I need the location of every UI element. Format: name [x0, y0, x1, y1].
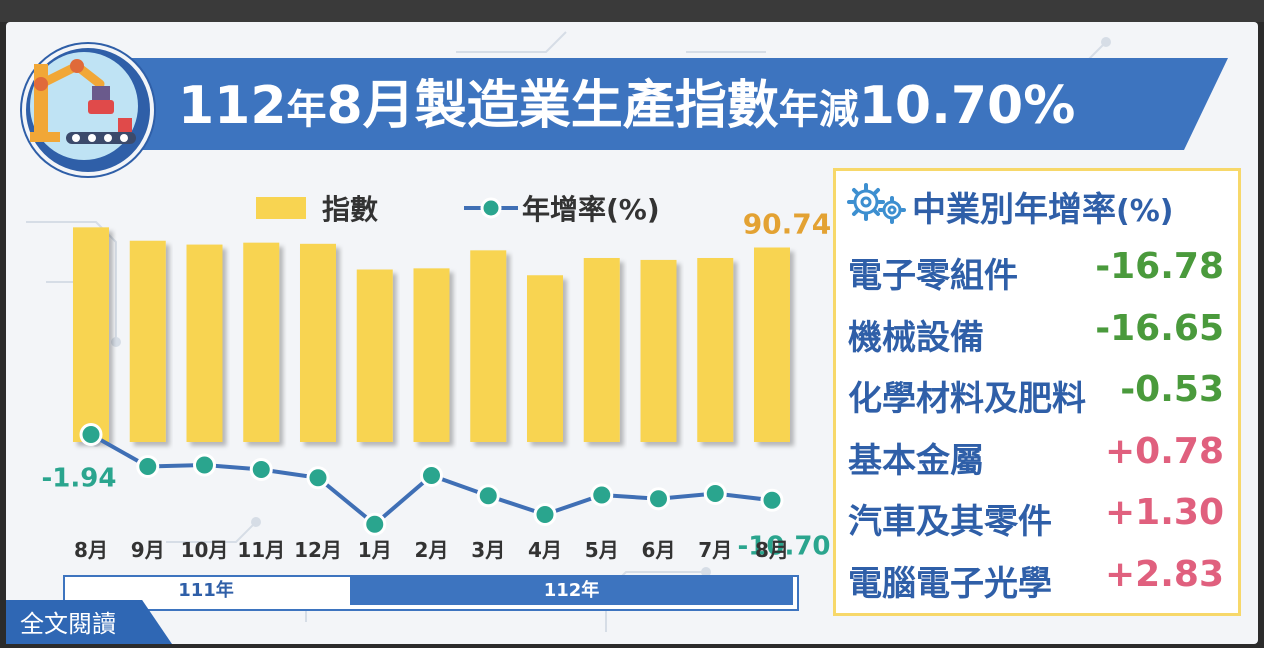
title-part-main: 月製造業生產指數 [362, 76, 779, 136]
read-full-label[interactable]: 全文閱讀 [20, 610, 116, 638]
x-tick-label: 3月 [471, 538, 505, 562]
legend-index-swatch [256, 197, 306, 219]
industry-growth-value: -16.65 [1095, 307, 1224, 349]
year-group-112: 112年 [350, 577, 793, 605]
industry-growth-value: +1.30 [1105, 492, 1224, 533]
industry-growth-value: -0.53 [1120, 369, 1224, 410]
growth-point [533, 503, 557, 526]
growth-point [306, 466, 330, 490]
growth-point [476, 484, 500, 508]
x-tick-label: 2月 [415, 538, 449, 562]
growth-data-label: -1.94 [42, 464, 117, 494]
industry-name: 汽車及其零件 [848, 502, 1052, 542]
panel-title-unit: (%) [1116, 194, 1174, 229]
title-banner [128, 58, 1228, 150]
index-bar [356, 269, 393, 442]
x-tick-label: 7月 [698, 538, 732, 562]
growth-point [79, 423, 103, 447]
industry-growth-value: +0.78 [1105, 430, 1224, 472]
growth-point [136, 455, 160, 478]
x-tick-label: 8月 [74, 538, 108, 562]
title-part-month: 8 [326, 76, 363, 136]
legend-growth-label: 年增率(%) [522, 193, 660, 226]
industry-name: 機械設備 [848, 317, 984, 358]
x-tick-label: 1月 [358, 538, 392, 562]
growth-point [193, 453, 216, 477]
index-bar [186, 244, 223, 442]
x-tick-label: 6月 [642, 538, 676, 562]
title-part-nian: 年 [286, 87, 327, 133]
legend-index-label: 指數 [322, 193, 379, 226]
x-tick-label: 11月 [237, 538, 285, 562]
index-bar [640, 259, 677, 442]
index-bar [300, 243, 336, 442]
window-top-bar [0, 0, 1264, 22]
industry-growth-value: +2.83 [1105, 553, 1224, 595]
growth-point [703, 482, 727, 505]
growth-point [420, 464, 443, 487]
x-tick-label: 5月 [585, 538, 619, 562]
title-part-decrease: 年減 [778, 87, 859, 133]
index-bar [697, 258, 734, 442]
x-tick-label: 12月 [294, 538, 342, 562]
index-bar [527, 275, 563, 442]
panel-title-text: 中業別年增率 [912, 190, 1116, 230]
index-bar [73, 227, 109, 442]
index-bar [243, 242, 280, 442]
legend-growth-marker [464, 197, 518, 219]
growth-data-label: -10.70 [737, 531, 830, 561]
x-tick-label: 4月 [528, 538, 562, 562]
index-bar [754, 247, 790, 442]
growth-point [363, 512, 387, 536]
industry-name: 基本金屬 [848, 440, 984, 481]
robot-arm-icon [30, 52, 138, 160]
growth-point [647, 487, 670, 511]
x-tick-label: 8月 [755, 538, 789, 562]
x-tick-label: 10月 [181, 538, 229, 562]
industry-growth-panel [833, 168, 1241, 616]
industry-name: 電腦電子光學 [848, 563, 1052, 604]
industry-growth-value: -16.78 [1095, 246, 1224, 287]
industry-name: 化學材料及肥料 [848, 379, 1086, 419]
growth-point [249, 458, 273, 481]
index-bar [129, 240, 166, 442]
growth-point [760, 488, 784, 512]
gear-icon [847, 183, 906, 224]
index-bar [413, 268, 450, 442]
index-bar [470, 250, 507, 442]
index-bar [583, 258, 620, 442]
x-tick-label: 9月 [131, 538, 165, 562]
read-full-button[interactable] [6, 600, 172, 644]
panel-title: 中業別年增率(%) [912, 182, 1173, 231]
title-part-rate: 10.70% [858, 76, 1076, 136]
industry-name: 電子零組件 [848, 256, 1018, 296]
page-title: 112年8月製造業生產指數年減10.70% [178, 66, 1075, 146]
growth-point [590, 483, 614, 507]
title-part-year: 112 [178, 76, 287, 136]
index-data-label: 90.74 [743, 207, 832, 240]
